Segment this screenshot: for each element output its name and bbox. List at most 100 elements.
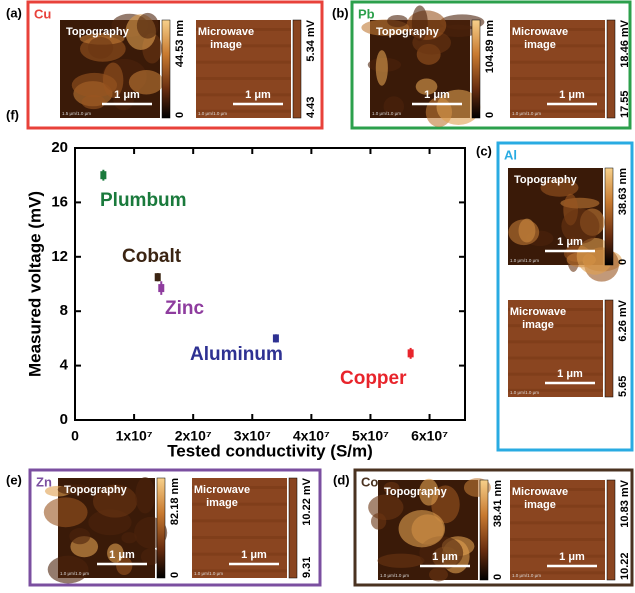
scale-label: 1 μm [424,89,450,101]
panel-letter: (b) [332,5,349,20]
x-tick-label: 6x10⁷ [411,428,448,444]
texture [508,373,603,376]
point [100,171,106,179]
texture [510,61,605,64]
image-caption: 1.5 μm/1.0 μm [62,111,91,116]
image-title: image [206,497,238,509]
texture [88,37,113,59]
image-caption: 1.0 μm/1.0 μm [198,111,227,116]
image-title: Microwave [194,484,250,496]
scale-label: 1 μm [559,551,585,563]
colorbar-max: 38.41 nm [492,480,504,527]
element-label: Pb [358,6,375,21]
texture [376,50,388,86]
colorbar [157,478,165,578]
panel-letter: (a) [6,5,22,20]
point [155,273,161,281]
colorbar-max: 10.22 mV [301,477,313,525]
scale-label: 1 μm [557,368,583,380]
colorbar-min: 4.43 [305,97,317,118]
point-label: Zinc [165,298,204,319]
scale-label: 1 μm [114,89,140,101]
texture [137,13,159,39]
point-label: Cobalt [122,246,182,267]
texture [508,340,603,343]
colorbar-max: 82.18 nm [169,478,181,525]
image-title: Microwave [510,306,566,318]
image-title: Topography [514,174,578,186]
texture [508,357,603,360]
colorbar [605,300,613,397]
texture [371,513,386,530]
colorbar [293,20,301,118]
colorbar-min: 0 [617,259,629,265]
texture [44,497,88,527]
image-title: image [524,39,556,51]
colorbar-max: 10.83 mV [619,479,631,527]
y-tick-label: 16 [51,193,68,210]
panel-letter: (f) [6,107,19,122]
image-title: Microwave [512,26,568,38]
image-title: Microwave [512,486,568,498]
image-title: image [524,499,556,511]
colorbar-min: 0 [169,572,181,578]
point-label: Plumbum [100,190,187,211]
colorbar-min: 5.65 [617,376,629,397]
point [273,334,279,342]
colorbar-min: 0 [492,574,504,580]
point [158,284,164,292]
colorbar-min: 9.31 [301,557,313,578]
panel-letter: (e) [6,472,22,487]
image-title: image [210,39,242,51]
x-tick-label: 0 [71,428,79,444]
x-axis-label: Tested conductivity (S/m) [167,441,373,460]
texture [508,219,539,245]
image-caption: 1.0 μm/1.0 μm [60,571,89,576]
image-caption: 1.0 μm/1.0 μm [372,111,401,116]
colorbar-max: 5.34 mV [305,19,317,61]
image-title: Topography [64,484,128,496]
image-title: Topography [376,26,440,38]
scale-label: 1 μm [559,89,585,101]
texture [192,536,287,539]
colorbar [480,480,488,580]
element-label: Co [361,474,378,489]
scale-label: 1 μm [432,551,458,563]
texture [196,93,291,96]
panel-letter: (d) [333,472,350,487]
scale-label: 1 μm [557,236,583,248]
texture [196,61,291,64]
colorbar-min: 0 [174,112,186,118]
colorbar [472,20,480,118]
colorbar-min: 10.22 [619,552,631,580]
texture [121,532,137,543]
texture [48,556,89,584]
colorbar-max: 38.63 nm [617,168,629,215]
point-label: Copper [340,368,407,389]
image-caption: 1.0 μm/1.0 μm [194,571,223,576]
colorbar [162,20,170,118]
scale-label: 1 μm [109,549,135,561]
plot-frame [75,148,465,420]
colorbar-min: 0 [484,112,496,118]
x-tick-label: 1x10⁷ [116,428,153,444]
texture [429,568,448,582]
texture [192,553,287,556]
y-tick-label: 4 [60,357,69,374]
colorbar-max: 18.46 mV [619,19,631,67]
colorbar [607,20,615,118]
image-caption: 1.0 μm/1.0 μm [380,573,409,578]
colorbar-max: 44.53 nm [174,20,186,67]
panel-letter: (c) [476,143,492,158]
figure: (f)04812162001x10⁷2x10⁷3x10⁷4x10⁷5x10⁷6x… [0,0,635,588]
image-title: Topography [384,486,448,498]
element-label: Al [504,147,517,162]
image-title: Topography [66,26,130,38]
texture [135,477,155,514]
texture [510,538,605,541]
image-title: Microwave [198,26,254,38]
image-caption: 1.0 μm/1.0 μm [512,111,541,116]
texture [510,555,605,558]
scale-label: 1 μm [241,549,267,561]
texture [377,554,424,568]
